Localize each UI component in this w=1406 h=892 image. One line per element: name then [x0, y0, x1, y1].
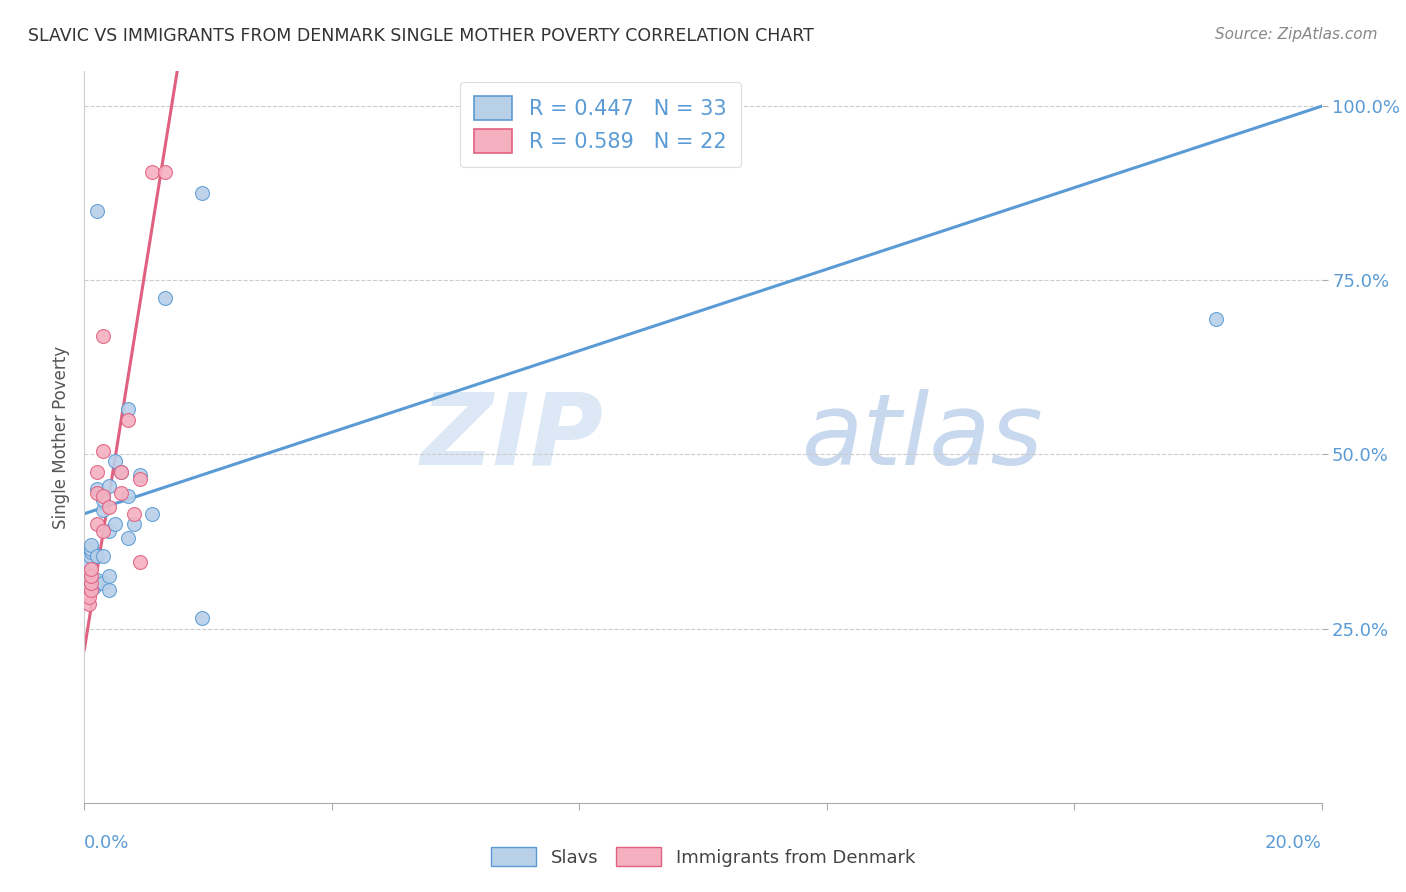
Point — [91, 329, 114, 343]
Point — [191, 611, 214, 625]
Point — [110, 465, 132, 479]
Point — [79, 545, 101, 559]
Point — [153, 165, 176, 179]
Point — [98, 569, 121, 583]
Point — [91, 489, 114, 503]
Point — [91, 503, 114, 517]
Point — [110, 465, 132, 479]
Point — [86, 203, 108, 218]
Text: atlas: atlas — [801, 389, 1043, 485]
Point — [91, 576, 114, 591]
Point — [91, 492, 114, 507]
Point — [86, 549, 108, 563]
Point — [129, 468, 152, 483]
Point — [129, 472, 152, 486]
Point — [129, 556, 152, 570]
Point — [153, 291, 176, 305]
Point — [77, 597, 100, 611]
Text: 0.0%: 0.0% — [84, 834, 129, 852]
Point — [110, 485, 132, 500]
Point — [79, 549, 101, 563]
Text: SLAVIC VS IMMIGRANTS FROM DENMARK SINGLE MOTHER POVERTY CORRELATION CHART: SLAVIC VS IMMIGRANTS FROM DENMARK SINGLE… — [28, 27, 814, 45]
Point — [104, 454, 127, 468]
Point — [91, 444, 114, 458]
Point — [79, 583, 101, 598]
Text: Source: ZipAtlas.com: Source: ZipAtlas.com — [1215, 27, 1378, 42]
Point — [86, 576, 108, 591]
Point — [91, 549, 114, 563]
Point — [141, 507, 163, 521]
Point — [104, 517, 127, 532]
Text: 20.0%: 20.0% — [1265, 834, 1322, 852]
Legend: Slavs, Immigrants from Denmark: Slavs, Immigrants from Denmark — [484, 840, 922, 874]
Text: ZIP: ZIP — [420, 389, 605, 485]
Point — [122, 507, 145, 521]
Y-axis label: Single Mother Poverty: Single Mother Poverty — [52, 345, 70, 529]
Point — [79, 562, 101, 576]
Point — [98, 500, 121, 514]
Legend: R = 0.447   N = 33, R = 0.589   N = 22: R = 0.447 N = 33, R = 0.589 N = 22 — [460, 82, 741, 168]
Point — [79, 573, 101, 587]
Point — [79, 541, 101, 556]
Point — [79, 569, 101, 583]
Point — [86, 483, 108, 497]
Point — [1205, 311, 1227, 326]
Point — [79, 538, 101, 552]
Point — [141, 165, 163, 179]
Point — [79, 556, 101, 570]
Point — [117, 412, 139, 426]
Point — [191, 186, 214, 201]
Point — [98, 479, 121, 493]
Point — [86, 517, 108, 532]
Point — [86, 573, 108, 587]
Point — [117, 489, 139, 503]
Point — [117, 531, 139, 545]
Point — [122, 517, 145, 532]
Point — [98, 524, 121, 538]
Point — [83, 580, 105, 594]
Point — [86, 465, 108, 479]
Point — [86, 485, 108, 500]
Point — [117, 402, 139, 417]
Point — [91, 524, 114, 538]
Point — [98, 583, 121, 598]
Point — [79, 591, 101, 605]
Point — [79, 576, 101, 591]
